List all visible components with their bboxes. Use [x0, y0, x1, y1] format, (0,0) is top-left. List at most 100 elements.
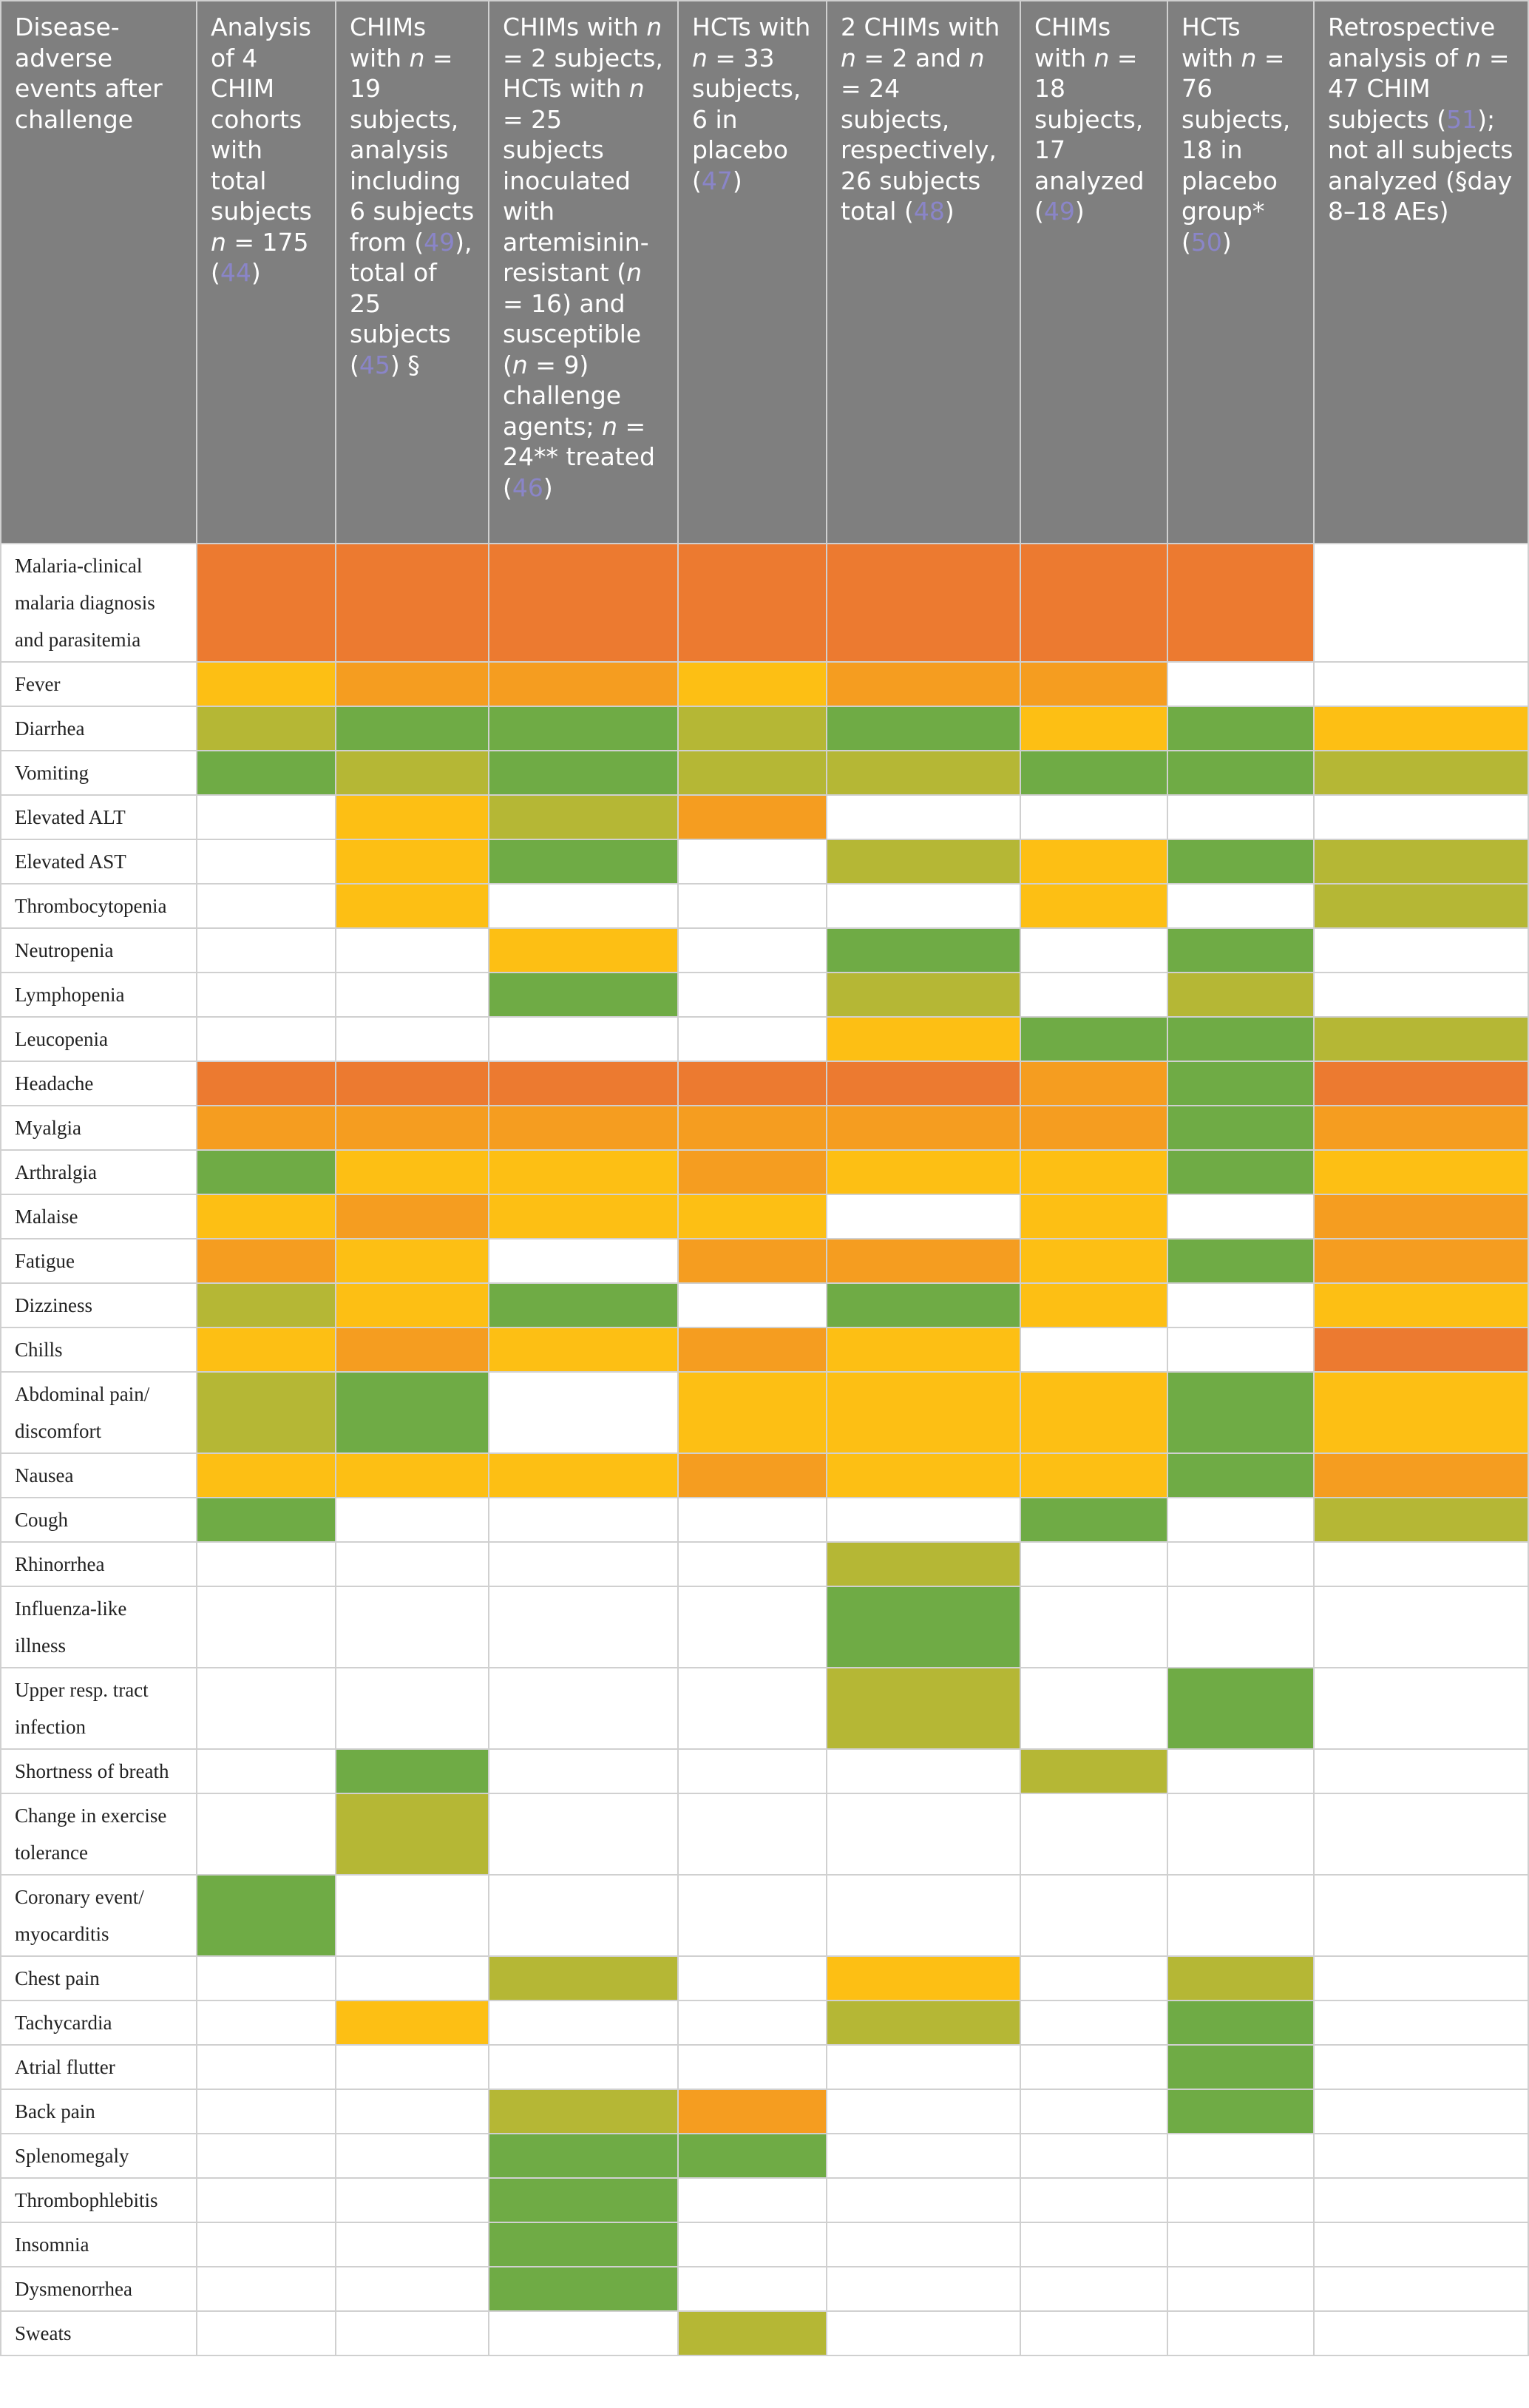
color-cell	[1167, 839, 1315, 885]
table-row: Malaria-clinical malaria diagnosis and p…	[0, 543, 1529, 663]
color-cell	[826, 543, 1021, 663]
color-cell	[677, 1497, 827, 1543]
color-cell	[1167, 972, 1315, 1018]
color-cell	[335, 883, 489, 929]
color-cell	[488, 883, 679, 929]
row-label: Insomnia	[0, 2222, 197, 2267]
header-text: ) §	[390, 350, 420, 379]
reference-link[interactable]: 49	[424, 227, 455, 257]
color-cell	[677, 2044, 827, 2090]
color-cell	[488, 927, 679, 973]
color-cell	[1020, 750, 1168, 796]
color-cell	[1167, 1586, 1315, 1668]
reference-link[interactable]: 49	[1043, 197, 1075, 226]
color-cell	[335, 750, 489, 796]
color-cell	[196, 1955, 336, 2001]
color-cell	[826, 1016, 1021, 1062]
color-cell	[1020, 2310, 1168, 2356]
row-label: Thrombophlebitis	[0, 2177, 197, 2223]
color-cell	[677, 1238, 827, 1284]
header-text: CHIMs with	[503, 13, 647, 41]
header-italic: n	[1465, 43, 1482, 72]
reference-link[interactable]: 46	[512, 473, 543, 502]
color-cell	[196, 2222, 336, 2267]
color-cell	[1020, 1497, 1168, 1543]
color-cell	[488, 2222, 679, 2267]
color-cell	[1020, 1282, 1168, 1328]
header-row: Disease-adverse events after challenge An…	[0, 0, 1529, 544]
color-cell	[1313, 1497, 1529, 1543]
color-cell	[1020, 2000, 1168, 2046]
table-row: Dizziness	[0, 1282, 1529, 1328]
color-cell	[826, 1497, 1021, 1543]
row-label: Neutropenia	[0, 927, 197, 973]
reference-link[interactable]: 48	[913, 197, 945, 226]
color-cell	[1167, 2177, 1315, 2223]
row-label: Arthralgia	[0, 1149, 197, 1195]
color-cell	[826, 706, 1021, 751]
table-row: Myalgia	[0, 1105, 1529, 1151]
header-italic: n	[969, 43, 985, 72]
color-cell	[1167, 1194, 1315, 1239]
color-cell	[677, 1105, 827, 1151]
color-cell	[1167, 1327, 1315, 1373]
color-cell	[1167, 1667, 1315, 1750]
header-text: = 9) challenge agents;	[503, 350, 622, 441]
color-cell	[1313, 1282, 1529, 1328]
color-cell	[677, 661, 827, 707]
row-label: Fever	[0, 661, 197, 707]
color-cell	[677, 972, 827, 1018]
color-cell	[1020, 972, 1168, 1018]
row-label: Back pain	[0, 2089, 197, 2134]
color-cell	[1313, 661, 1529, 707]
color-cell	[1313, 1667, 1529, 1750]
color-cell	[488, 1238, 679, 1284]
color-cell	[1020, 1238, 1168, 1284]
color-cell	[826, 1586, 1021, 1668]
header-text: Disease-adverse events after challenge	[15, 13, 163, 134]
color-cell	[335, 1874, 489, 1957]
color-cell	[335, 1452, 489, 1498]
color-cell	[196, 1105, 336, 1151]
color-cell	[677, 706, 827, 751]
column-header: 2 CHIMs with n = 2 and n = 24 subjects, …	[826, 0, 1021, 544]
color-cell	[1313, 2089, 1529, 2134]
color-cell	[196, 2266, 336, 2312]
header-italic: n	[692, 43, 708, 72]
row-label: Diarrhea	[0, 706, 197, 751]
color-cell	[1313, 1194, 1529, 1239]
color-cell	[335, 661, 489, 707]
color-cell	[335, 1667, 489, 1750]
color-cell	[826, 1105, 1021, 1151]
color-cell	[1313, 2310, 1529, 2356]
color-cell	[677, 2133, 827, 2179]
header-text: CHIMs with	[1034, 13, 1111, 72]
color-cell	[335, 2044, 489, 2090]
color-cell	[488, 2000, 679, 2046]
color-cell	[1020, 1793, 1168, 1876]
reference-link[interactable]: 45	[359, 350, 390, 379]
reference-link[interactable]: 44	[220, 258, 251, 287]
color-cell	[488, 1452, 679, 1498]
reference-link[interactable]: 50	[1190, 227, 1222, 257]
column-header: HCTs with n = 33 subjects, 6 in placebo …	[677, 0, 827, 544]
row-label: Elevated ALT	[0, 794, 197, 840]
reference-link[interactable]: 51	[1446, 104, 1478, 134]
color-cell	[488, 750, 679, 796]
color-cell	[335, 706, 489, 751]
color-cell	[488, 706, 679, 751]
color-cell	[1167, 706, 1315, 751]
color-cell	[1020, 1327, 1168, 1373]
table-row: Upper resp. tract infection	[0, 1667, 1529, 1750]
color-cell	[1167, 1955, 1315, 2001]
reference-link[interactable]: 47	[701, 166, 733, 195]
color-cell	[335, 2000, 489, 2046]
color-cell	[826, 750, 1021, 796]
color-cell	[1167, 1452, 1315, 1498]
color-cell	[1313, 1955, 1529, 2001]
color-cell	[335, 2222, 489, 2267]
color-cell	[1020, 883, 1168, 929]
color-cell	[826, 839, 1021, 885]
column-header: CHIMs with n = 18 subjects, 17 analyzed …	[1020, 0, 1168, 544]
column-header: HCTs with n = 76 subjects, 18 in placebo…	[1167, 0, 1315, 544]
